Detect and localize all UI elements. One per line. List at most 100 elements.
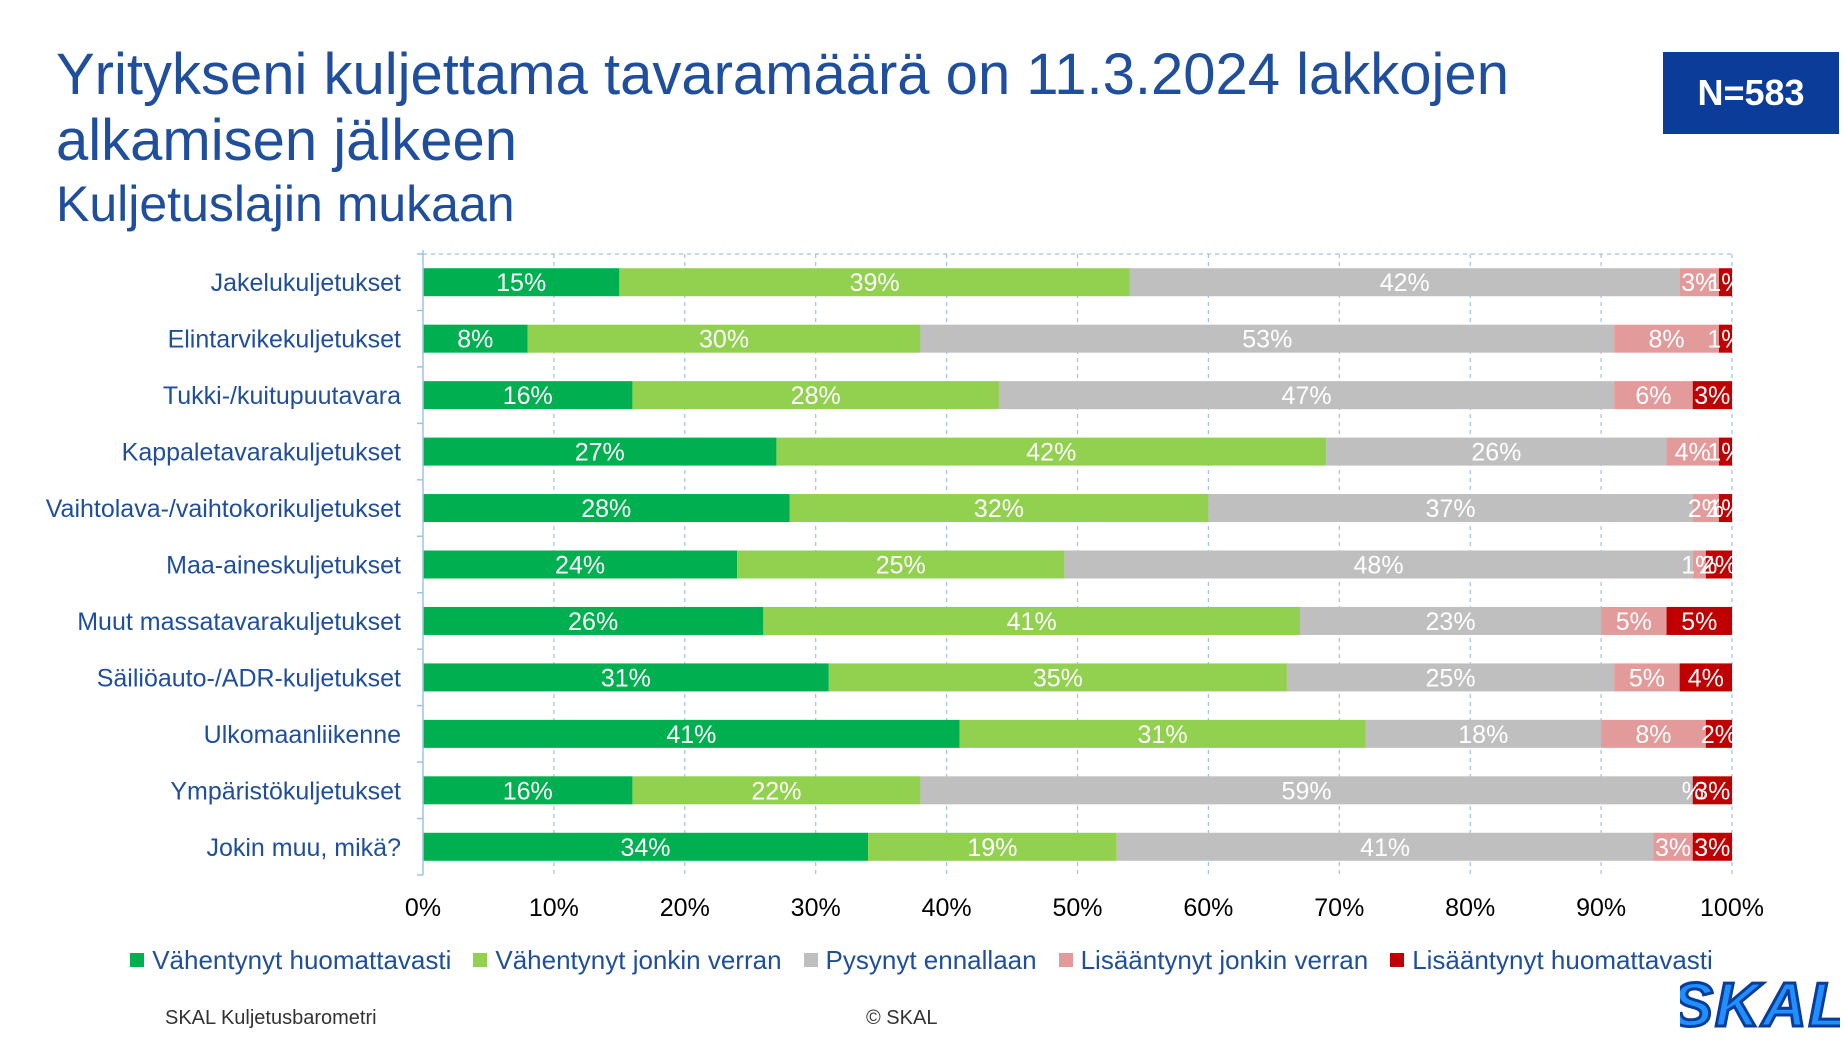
data-label: 6% <box>1635 382 1671 410</box>
data-label: 31% <box>601 664 651 692</box>
legend-swatch <box>473 953 488 967</box>
data-label: % <box>1682 777 1704 805</box>
bar-segment <box>423 719 960 748</box>
legend-label: Pysynyt ennallaan <box>825 944 1037 975</box>
data-label: 35% <box>1033 664 1083 692</box>
category-label: Säiliöauto-/ADR-kuljetukset <box>97 664 401 692</box>
legend-item: Pysynyt ennallaan <box>803 944 1037 976</box>
data-label: 28% <box>581 495 631 523</box>
bar-segment <box>1614 663 1680 692</box>
bar-segment <box>1208 494 1693 523</box>
bar-segment <box>1666 606 1732 635</box>
bar-segment <box>776 437 1327 466</box>
bar-segment <box>1692 832 1732 861</box>
bar-segment <box>619 268 1130 297</box>
legend-label: Vähentynyt jonkin verran <box>495 944 782 975</box>
bar-segment <box>1679 663 1732 692</box>
bar-segment <box>1692 776 1732 805</box>
bar-segment <box>1614 381 1693 410</box>
bar-segment <box>632 776 921 805</box>
chart-subtitle: Kuljetuslajin mukaan <box>56 176 515 232</box>
category-label: Elintarvikekuljetukset <box>168 326 401 354</box>
x-tick-label: 60% <box>1183 894 1233 922</box>
data-label: 41% <box>1360 834 1410 862</box>
x-tick-label: 70% <box>1314 894 1364 922</box>
data-label: 25% <box>876 552 926 580</box>
bar-segment <box>1064 550 1693 579</box>
footer-source: SKAL Kuljetusbarometri <box>165 1007 377 1029</box>
bar-segment <box>1718 268 1732 297</box>
data-label: 1% <box>1707 439 1743 467</box>
bar-segment <box>423 437 777 466</box>
bar-segment <box>1601 606 1667 635</box>
skal-logo-wordmark: SKAL <box>1680 971 1840 1040</box>
x-tick-label: 40% <box>922 894 972 922</box>
bar-segment <box>1129 268 1680 297</box>
category-label: Jokin muu, mikä? <box>206 834 401 862</box>
data-label: 42% <box>1380 269 1430 297</box>
data-label: 8% <box>1635 721 1671 749</box>
data-label: 3% <box>1694 834 1730 862</box>
bar-segment <box>1365 719 1602 748</box>
legend-swatch <box>1058 953 1073 967</box>
bar-segment <box>423 606 764 635</box>
bar-segment <box>1653 832 1693 861</box>
bar-segment <box>423 494 790 523</box>
data-label: 47% <box>1282 382 1332 410</box>
legend-label: Lisääntynyt jonkin verran <box>1080 944 1369 975</box>
data-label: 16% <box>503 777 553 805</box>
legend-label: Vähentynyt huomattavasti <box>152 944 452 975</box>
bar-segment <box>632 381 999 410</box>
bar-segment <box>1300 606 1602 635</box>
legend-item: Lisääntynyt jonkin verran <box>1058 944 1369 976</box>
bar-segment <box>789 494 1209 523</box>
bar-segment <box>423 324 528 353</box>
legend-item: Vähentynyt huomattavasti <box>130 945 451 976</box>
bar-segment <box>828 663 1287 692</box>
x-tick-label: 90% <box>1576 894 1626 922</box>
data-label: 5% <box>1681 608 1717 636</box>
bar-segment <box>763 606 1301 635</box>
x-tick-label: 80% <box>1445 894 1495 922</box>
data-label: 42% <box>1026 439 1076 467</box>
data-label: 53% <box>1242 326 1292 354</box>
bar-segment <box>1286 663 1615 692</box>
data-label: 26% <box>568 608 618 636</box>
data-label: 59% <box>1282 777 1332 805</box>
data-label: 3% <box>1681 269 1717 297</box>
skal-logo: SKAL <box>1680 970 1840 1041</box>
data-label: 19% <box>967 834 1017 862</box>
category-label: Ympäristökuljetukset <box>170 777 401 805</box>
bar-segment <box>1718 324 1732 353</box>
legend-swatch <box>130 953 145 967</box>
category-label: Muut massatavarakuljetukset <box>77 608 401 636</box>
footer-copyright: © SKAL <box>866 1007 938 1029</box>
data-label: 1% <box>1707 326 1743 354</box>
data-label: 41% <box>666 721 716 749</box>
legend-swatch <box>803 953 818 967</box>
data-label: 16% <box>503 382 553 410</box>
data-label: 18% <box>1458 721 1508 749</box>
bar-segment <box>998 381 1615 410</box>
chart-title: Yritykseni kuljettama tavaramäärä on 11.… <box>56 42 1509 173</box>
data-label: 2% <box>1688 495 1724 523</box>
bar-segment <box>1116 832 1654 861</box>
x-tick-label: 10% <box>529 894 579 922</box>
data-label: 3% <box>1694 382 1730 410</box>
data-label: 1% <box>1707 269 1743 297</box>
data-label: 31% <box>1138 721 1188 749</box>
legend-item: Vähentynyt jonkin verran <box>473 944 782 976</box>
sample-size-badge: N=583 <box>1663 52 1839 134</box>
bar-segment <box>920 776 1693 805</box>
bar-segment <box>1666 437 1719 466</box>
category-label: Maa-aineskuljetukset <box>166 552 401 580</box>
category-label: Ulkomaanliikenne <box>204 721 401 749</box>
x-tick-label: 50% <box>1052 894 1102 922</box>
data-label: 23% <box>1426 608 1476 636</box>
data-label: 37% <box>1426 495 1476 523</box>
data-label: 34% <box>621 834 671 862</box>
bar-segment <box>1692 494 1719 523</box>
data-label: 1% <box>1707 495 1743 523</box>
data-label: 5% <box>1629 664 1665 692</box>
